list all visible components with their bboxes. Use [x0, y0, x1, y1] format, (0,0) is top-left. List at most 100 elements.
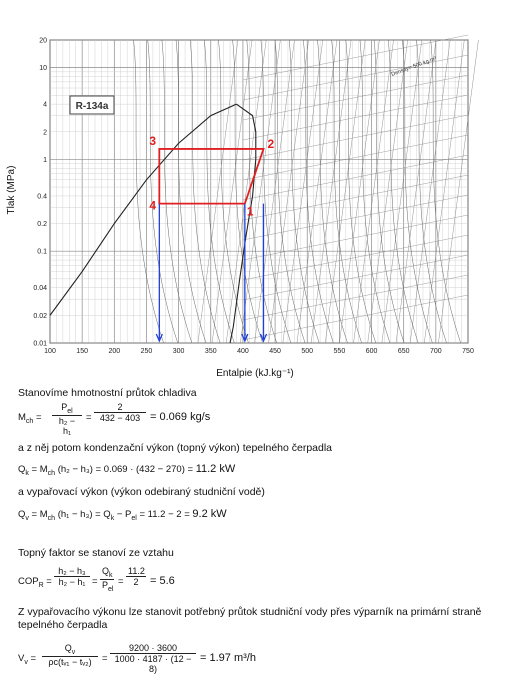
cycle-point-label: 1 [247, 205, 254, 219]
isentrope-line [254, 39, 295, 344]
isolines [133, 34, 479, 344]
isochore-line [242, 174, 469, 221]
projection-arrow [155, 333, 163, 343]
isochore-line [242, 274, 469, 321]
projection-arrow [259, 333, 268, 343]
isotherm-line [147, 39, 178, 344]
plot-frame [49, 39, 469, 344]
flow-text-line2: tepelného čerpadla [18, 619, 108, 631]
saturated-liquid-line [49, 103, 237, 316]
x-tick-label: 100 [44, 348, 56, 355]
isentrope-line [438, 39, 479, 344]
isochore-line [242, 254, 469, 301]
isentrope-line [395, 39, 437, 344]
x-tick-label: 250 [141, 348, 153, 355]
chart-title: R-134a [76, 101, 109, 112]
isochore-line [242, 94, 469, 141]
x-tick-label: 150 [76, 348, 88, 355]
isochore-line [242, 154, 469, 201]
isentrope-line [268, 39, 309, 344]
isochore-line [242, 214, 469, 261]
isentrope-line [310, 39, 352, 344]
isotherm-line [133, 39, 164, 344]
x-tick-label: 350 [205, 348, 217, 355]
y-tick-label: 4 [43, 102, 47, 109]
x-tick-label: 450 [269, 348, 281, 355]
x-tick-label: 200 [108, 348, 120, 355]
cop-text: Topný faktor se stanoví ze vztahu [18, 547, 174, 559]
isotherm-line [331, 39, 362, 344]
isentrope-line [296, 39, 338, 344]
isotherm-line [232, 39, 263, 344]
isentrope-line [211, 39, 253, 344]
cycle-point-label: 4 [149, 199, 156, 213]
y-tick-label: 10 [39, 65, 47, 72]
isochore-line [242, 134, 469, 181]
y-tick-label: 20 [39, 38, 47, 45]
isotherm-line [317, 39, 348, 344]
flow-text-line1: Z vypařovacího výkonu lze stanovit potře… [18, 606, 482, 618]
y-tick-label: 2 [43, 129, 47, 136]
isentrope-line [424, 39, 465, 344]
x-tick-label: 400 [237, 348, 249, 355]
x-tick-label: 650 [398, 348, 410, 355]
cycle-point-label: 2 [268, 137, 275, 151]
isotherm-line [388, 39, 419, 344]
isochore-line [242, 54, 469, 101]
isentrope-line [325, 39, 366, 344]
isochore-line [242, 74, 469, 121]
isotherm-line [274, 39, 306, 344]
isentrope-line [409, 39, 451, 344]
isotherm-line [430, 39, 461, 344]
isochore-line [242, 114, 469, 161]
refrigerant-box [69, 95, 115, 115]
isotherm-line [260, 39, 292, 344]
isentrope-line [339, 39, 380, 344]
intro-text: Stanovíme hmotnostní průtok chladiva [18, 387, 197, 399]
cycle-path [158, 148, 265, 205]
y-tick-label: 0.1 [37, 249, 47, 256]
isotherm-line [416, 39, 447, 344]
refrigeration-cycle: 1 2 3 4 [149, 134, 274, 219]
isotherm-line [204, 39, 235, 344]
y-tick-label: 0.01 [33, 341, 47, 348]
y-tick-label: 0.4 [37, 193, 47, 200]
y-tick-labels: 0.01 0.02 0.04 0.1 0.2 0.4 1 2 4 10 20 [33, 38, 47, 348]
x-tick-labels: 100 150 200 250 300 350 400 450 500 550 600 650 700 7… [44, 348, 474, 355]
isotherm-line [161, 39, 193, 344]
isotherm-line [218, 39, 249, 344]
isotherm-line [189, 39, 221, 344]
chart-grid [49, 39, 469, 344]
x-tick-label: 600 [366, 348, 378, 355]
condenser-text: a z něj potom kondenzační výkon (topný v… [18, 442, 333, 454]
isotherm-line [373, 39, 405, 344]
isentrope-line [282, 39, 323, 344]
evaporator-text: a vypařovací výkon (výkon odebiraný stud… [18, 486, 265, 498]
isentrope-line [353, 39, 394, 344]
x-tick-label: 500 [301, 348, 313, 355]
isotherm-line [345, 39, 377, 344]
y-tick-label: 0.2 [37, 221, 47, 228]
isotherm-line [359, 39, 391, 344]
projection-arrow [241, 333, 249, 343]
x-tick-label: 750 [462, 348, 474, 355]
isotherm-line [402, 39, 433, 344]
y-tick-label: 0.02 [33, 313, 47, 320]
cycle-point-label: 3 [149, 134, 156, 148]
isotherm-line [175, 39, 207, 344]
ph-diagram-chart: 1 2 3 4 100 150 200 250 300 350 400 450 500 550 600 65… [6, 34, 479, 379]
saturation-dome [49, 103, 257, 344]
x-tick-label: 700 [430, 348, 442, 355]
x-tick-label: 550 [334, 348, 346, 355]
isochore-line [242, 294, 469, 341]
isotherm-line [288, 39, 320, 344]
isochore-line [242, 234, 469, 281]
x-tick-label: 300 [173, 348, 185, 355]
isentrope-line [197, 39, 239, 344]
projection-lines [155, 203, 268, 343]
y-axis-label: Tlak (MPa) [6, 166, 17, 215]
isentrope-line [226, 39, 267, 344]
isentrope-line [367, 39, 408, 344]
y-tick-label: 0.04 [33, 285, 47, 292]
isotherm-line [303, 39, 334, 344]
